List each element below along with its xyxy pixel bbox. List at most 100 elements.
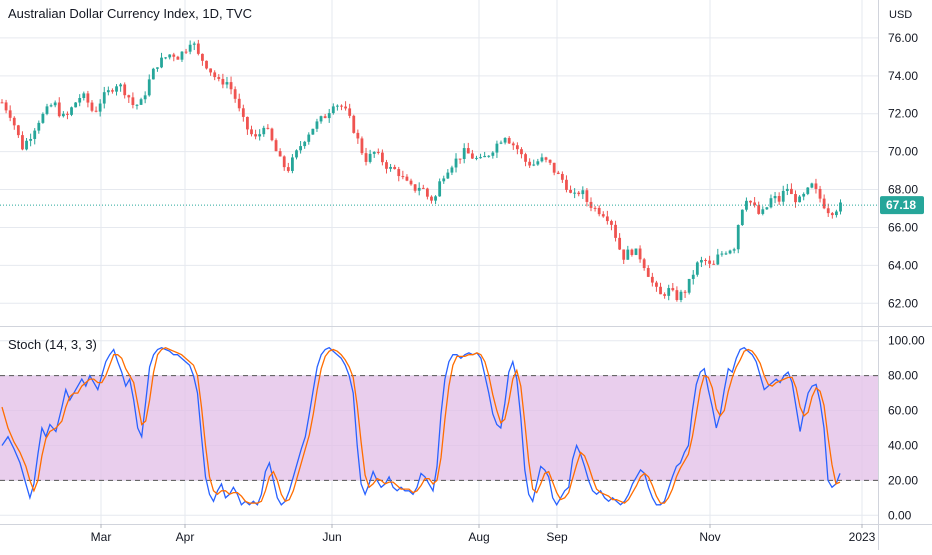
candle-down	[201, 53, 204, 61]
price-tick-label: 68.00	[888, 183, 918, 197]
candle-down	[565, 179, 568, 190]
candle-up	[25, 140, 28, 150]
stoch-tick-label: 0.00	[888, 508, 912, 522]
candle-up	[160, 57, 163, 68]
stoch-tick-label: 60.00	[888, 404, 918, 418]
candle-up	[728, 250, 732, 254]
candle-down	[430, 196, 433, 201]
candle-down	[229, 82, 233, 90]
candle-down	[552, 162, 556, 173]
candle-down	[246, 116, 249, 130]
candle-up	[720, 253, 724, 255]
candle-down	[4, 102, 8, 111]
time-tick-label: Apr	[176, 530, 195, 544]
candle-down	[344, 106, 347, 109]
candle-down	[209, 68, 213, 73]
candle-up	[724, 253, 728, 255]
candle-down	[630, 249, 634, 255]
candle-up	[781, 190, 785, 202]
candle-up	[417, 187, 421, 191]
time-tick-label: Mar	[91, 530, 112, 544]
candle-down	[286, 167, 290, 171]
candle-up	[475, 157, 478, 159]
candle-down	[528, 161, 532, 166]
candle-down	[425, 188, 429, 197]
candle-down	[413, 184, 417, 191]
candle-up	[311, 128, 315, 135]
candle-up	[740, 209, 744, 226]
candle-up	[442, 178, 446, 182]
candle-down	[123, 84, 127, 96]
candle-up	[37, 122, 41, 131]
time-tick-label: Aug	[468, 530, 489, 544]
candle-down	[385, 162, 388, 169]
candle-up	[368, 153, 372, 162]
candle-up	[151, 68, 155, 80]
candle-down	[520, 149, 523, 155]
candle-down	[790, 188, 793, 195]
candle-down	[360, 138, 364, 154]
last-price-label: 67.18	[886, 198, 916, 212]
candle-down	[356, 132, 360, 139]
candle-up	[291, 157, 294, 171]
candle-up	[29, 138, 33, 141]
candle-down	[409, 180, 413, 185]
candle-down	[597, 207, 601, 215]
candle-down	[646, 268, 650, 277]
candle-down	[86, 93, 90, 103]
candle-down	[16, 125, 20, 136]
candle-down	[397, 169, 401, 177]
chart-title: Australian Dollar Currency Index, 1D, TV…	[8, 6, 252, 21]
candle-down	[638, 248, 642, 260]
candle-up	[225, 82, 229, 85]
candle-down	[593, 207, 597, 209]
candle-up	[372, 151, 376, 154]
candle-down	[274, 140, 278, 152]
candle-up	[82, 93, 86, 99]
candle-up	[119, 84, 123, 87]
price-tick-label: 66.00	[888, 220, 918, 234]
candle-down	[548, 159, 552, 163]
candle-down	[458, 158, 462, 160]
price-tick-label: 62.00	[888, 296, 918, 310]
candle-up	[798, 196, 802, 203]
candle-down	[663, 294, 667, 296]
stoch-tick-label: 80.00	[888, 369, 918, 383]
candle-up	[156, 67, 159, 69]
candle-down	[577, 192, 581, 195]
candle-down	[266, 127, 270, 129]
candle-up	[687, 278, 691, 293]
candle-up	[307, 134, 311, 142]
candle-down	[466, 148, 470, 154]
candle-up	[78, 98, 82, 103]
candle-up	[41, 113, 45, 123]
candle-up	[810, 183, 814, 188]
candle-down	[0, 102, 4, 104]
candle-up	[732, 249, 736, 251]
candle-up	[540, 157, 544, 162]
candle-up	[327, 113, 331, 119]
candle-down	[675, 290, 679, 300]
candle-up	[716, 254, 720, 265]
candle-down	[66, 113, 69, 115]
candle-up	[262, 127, 266, 135]
candle-down	[683, 291, 687, 293]
candle-down	[270, 128, 274, 141]
candle-down	[131, 97, 135, 105]
candle-down	[753, 202, 757, 206]
candle-down	[172, 54, 176, 57]
candle-down	[614, 224, 617, 238]
candle-up	[139, 99, 143, 105]
candle-up	[188, 44, 192, 52]
candle-up	[745, 200, 748, 210]
candle-up	[49, 105, 53, 107]
candle-up	[180, 51, 184, 60]
candle-up	[434, 196, 437, 201]
candle-down	[21, 135, 24, 150]
candle-down	[184, 51, 188, 53]
candle-up	[835, 211, 838, 216]
candle-up	[315, 121, 319, 129]
candle-down	[217, 77, 221, 79]
